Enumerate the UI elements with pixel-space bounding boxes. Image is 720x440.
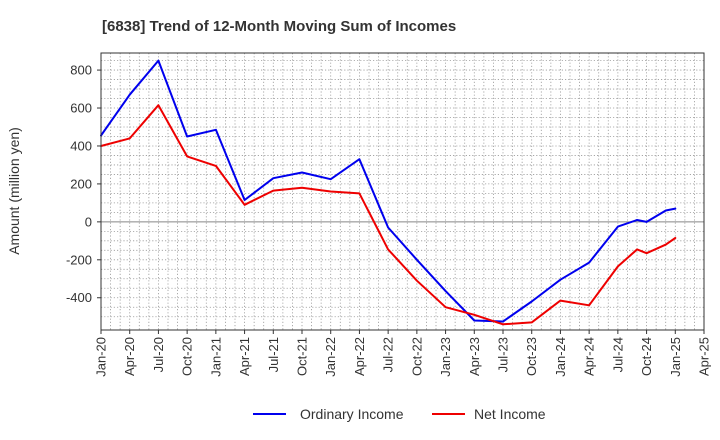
y-tick-label: 800 [70, 63, 92, 78]
y-tick-label: -200 [66, 252, 92, 267]
x-tick-label: Oct-21 [295, 337, 310, 376]
series-group [100, 59, 677, 326]
x-tick-label: Jul-22 [381, 337, 396, 372]
x-tick-label: Jul-24 [610, 337, 625, 372]
y-axis-ticks: -400 -200 0 200 400 600 800 [66, 63, 101, 305]
x-tick-label: Jan-23 [438, 337, 453, 377]
x-tick-label: Oct-20 [180, 337, 195, 376]
series-line-ordinary-income [100, 59, 677, 323]
x-tick-label: Apr-21 [237, 337, 252, 376]
x-tick-label: Oct-23 [524, 337, 539, 376]
y-tick-label: -400 [66, 290, 92, 305]
x-tick-label: Apr-23 [467, 337, 482, 376]
x-tick-label: Jul-21 [266, 337, 281, 372]
y-tick-label: 400 [70, 138, 92, 153]
x-tick-label: Jan-21 [208, 337, 223, 377]
x-axis-ticks: Jan-20 Apr-20 Jul-20 Oct-20 Jan-21 Apr-21 Jul-… [94, 330, 712, 377]
legend-label-net-income: Net Income [474, 406, 546, 422]
plot-border [100, 52, 705, 331]
x-tick-label: Jan-25 [668, 337, 683, 377]
legend: Ordinary Income Net Income [253, 406, 546, 422]
y-tick-label: 0 [85, 214, 92, 229]
x-tick-label: Apr-24 [582, 337, 597, 376]
x-tick-label: Oct-22 [409, 337, 424, 376]
x-tick-label: Apr-22 [352, 337, 367, 376]
x-tick-label: Jan-24 [553, 337, 568, 377]
x-tick-label: Jan-20 [94, 337, 109, 377]
grid-lines [101, 53, 704, 330]
y-tick-label: 200 [70, 176, 92, 191]
legend-label-ordinary-income: Ordinary Income [300, 406, 404, 422]
plot-area [101, 53, 704, 330]
x-tick-label: Jul-23 [496, 337, 511, 372]
x-tick-label: Jul-20 [151, 337, 166, 372]
series-line-net-income [100, 104, 677, 326]
chart-title: [6838] Trend of 12-Month Moving Sum of I… [102, 18, 456, 35]
y-tick-label: 600 [70, 101, 92, 116]
y-axis-label: Amount (million yen) [6, 127, 22, 255]
x-tick-label: Apr-25 [697, 337, 712, 376]
x-tick-label: Jan-22 [323, 337, 338, 377]
x-tick-label: Apr-20 [122, 337, 137, 376]
x-tick-label: Oct-24 [639, 337, 654, 376]
